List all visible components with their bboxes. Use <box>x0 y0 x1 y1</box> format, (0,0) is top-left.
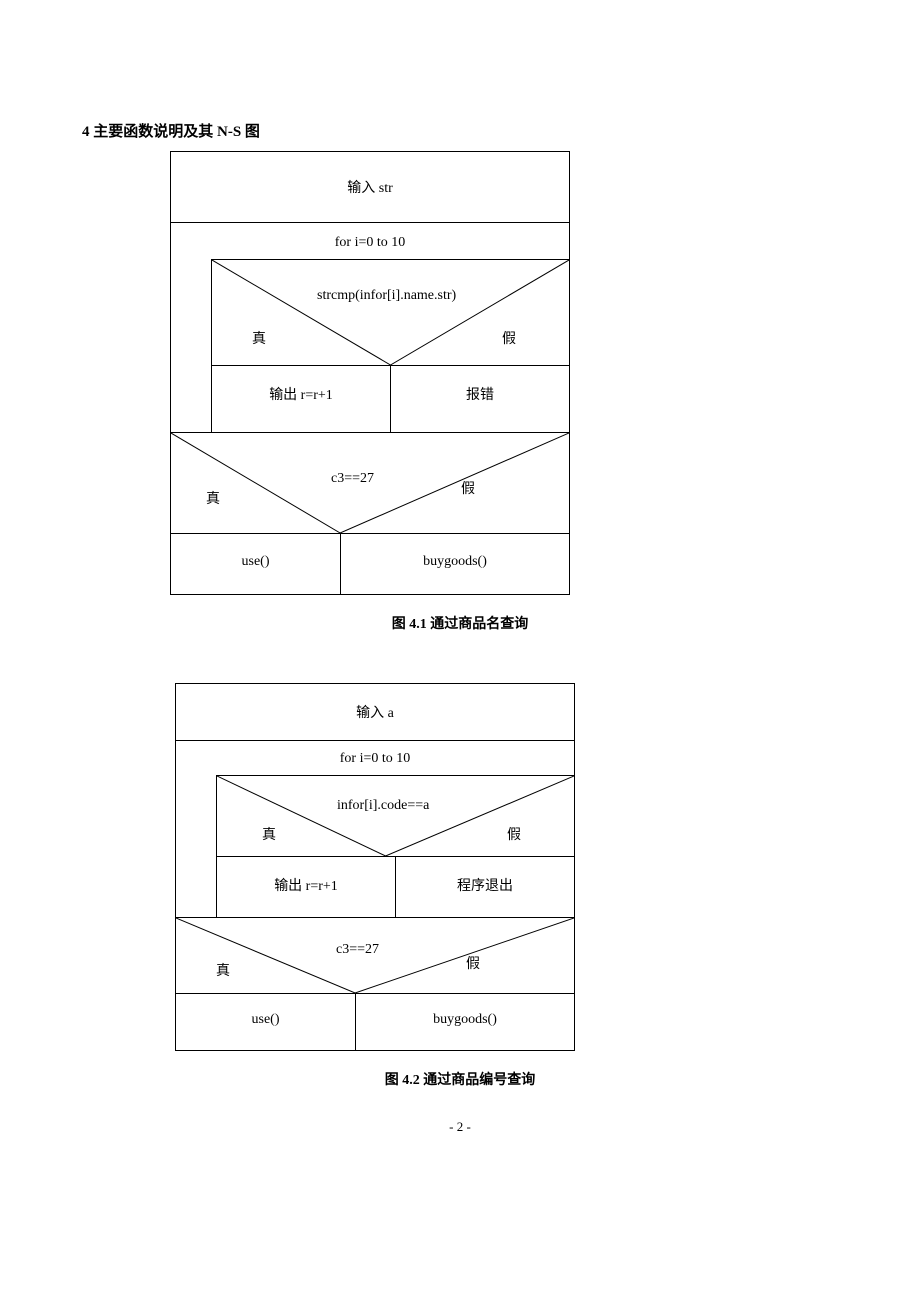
figure-caption-1: 图 4.1 通过商品名查询 <box>80 613 840 633</box>
condition-false-label: 假 <box>507 824 521 844</box>
figure-caption-2: 图 4.2 通过商品编号查询 <box>80 1069 840 1089</box>
condition-true-label: 真 <box>206 488 220 508</box>
ns-chart-2: 输入 a for i=0 to 10 infor[i].code==a 真 假 <box>175 683 575 1051</box>
condition-branches: 输出 r=r+1 程序退出 <box>217 856 574 917</box>
input-block: 输入 a <box>176 684 574 740</box>
true-branch: 输出 r=r+1 <box>212 366 391 432</box>
condition-head: infor[i].code==a 真 假 <box>217 776 574 856</box>
false-branch: buygoods() <box>356 994 574 1050</box>
loop-body: strcmp(infor[i].name.str) 真 假 输出 r=r+1 报… <box>211 259 569 432</box>
condition-expr: infor[i].code==a <box>337 798 429 814</box>
condition-v-shape <box>217 776 574 856</box>
false-branch: 程序退出 <box>396 857 574 917</box>
loop-block: for i=0 to 10 infor[i].code==a 真 假 <box>176 740 574 917</box>
figure-4-1: 输入 str for i=0 to 10 strcmp(infor[i].nam… <box>170 151 840 595</box>
page-number: - 2 - <box>80 1119 840 1135</box>
inner-condition: infor[i].code==a 真 假 输出 r=r+1 程序退出 <box>217 776 574 917</box>
false-branch: buygoods() <box>341 534 569 594</box>
condition-false-label: 假 <box>461 478 475 498</box>
outer-condition: c3==27 真 假 use() buygoods() <box>176 917 574 1050</box>
condition-head: strcmp(infor[i].name.str) 真 假 <box>212 260 569 365</box>
condition-branches: use() buygoods() <box>176 993 574 1050</box>
true-branch: 输出 r=r+1 <box>217 857 396 917</box>
condition-branches: 输出 r=r+1 报错 <box>212 365 569 432</box>
condition-head: c3==27 真 假 <box>171 433 569 533</box>
inner-condition: strcmp(infor[i].name.str) 真 假 输出 r=r+1 报… <box>212 260 569 432</box>
loop-block: for i=0 to 10 strcmp(infor[i].name.str) … <box>171 222 569 432</box>
input-block: 输入 str <box>171 152 569 222</box>
condition-expr: c3==27 <box>331 471 374 487</box>
condition-head: c3==27 真 假 <box>176 918 574 993</box>
condition-true-label: 真 <box>252 328 266 348</box>
condition-true-label: 真 <box>262 824 276 844</box>
loop-header: for i=0 to 10 <box>171 223 569 259</box>
true-branch: use() <box>176 994 356 1050</box>
loop-body: infor[i].code==a 真 假 输出 r=r+1 程序退出 <box>216 775 574 917</box>
ns-chart-1: 输入 str for i=0 to 10 strcmp(infor[i].nam… <box>170 151 570 595</box>
true-branch: use() <box>171 534 341 594</box>
condition-expr: c3==27 <box>336 942 379 958</box>
false-branch: 报错 <box>391 366 569 432</box>
section-heading: 4 主要函数说明及其 N-S 图 <box>82 120 840 141</box>
condition-false-label: 假 <box>502 328 516 348</box>
condition-v-shape <box>212 260 569 365</box>
loop-header: for i=0 to 10 <box>176 741 574 775</box>
condition-true-label: 真 <box>216 960 230 980</box>
page: 4 主要函数说明及其 N-S 图 输入 str for i=0 to 10 st… <box>0 0 920 1195</box>
condition-false-label: 假 <box>466 953 480 973</box>
condition-branches: use() buygoods() <box>171 533 569 594</box>
outer-condition: c3==27 真 假 use() buygoods() <box>171 432 569 594</box>
figure-4-2: 输入 a for i=0 to 10 infor[i].code==a 真 假 <box>175 683 840 1051</box>
condition-expr: strcmp(infor[i].name.str) <box>317 288 456 304</box>
